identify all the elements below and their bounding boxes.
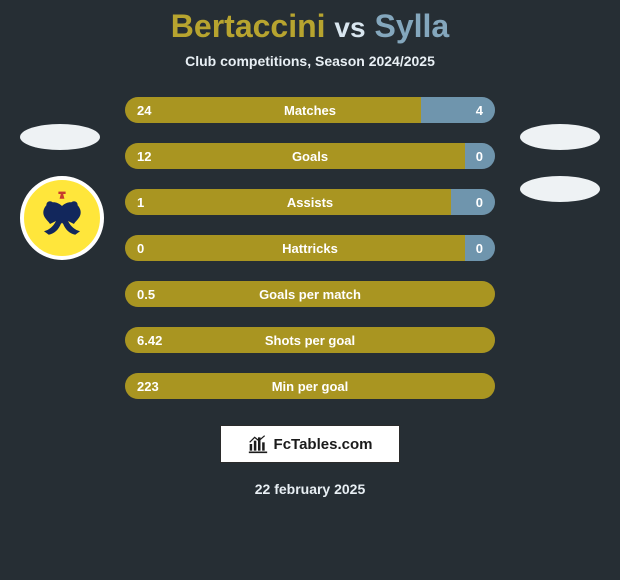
comparison-card: Bertaccini vs Sylla Club competitions, S… (0, 0, 620, 580)
bar-chart-icon (248, 434, 268, 454)
stat-label: Shots per goal (125, 327, 495, 353)
player1-name: Bertaccini (171, 8, 326, 44)
stat-label: Min per goal (125, 373, 495, 399)
stat-row: 0.5Goals per match (125, 281, 495, 307)
player2-name: Sylla (374, 8, 449, 44)
vs-label: vs (334, 12, 365, 43)
stat-row: 10Assists (125, 189, 495, 215)
stat-label: Goals (125, 143, 495, 169)
stat-row: 00Hattricks (125, 235, 495, 261)
stat-row: 244Matches (125, 97, 495, 123)
stat-rows: 244Matches 120Goals 10Assists 00Hattricks 0.… (125, 97, 495, 399)
stat-row: 120Goals (125, 143, 495, 169)
brand-badge: FcTables.com (220, 425, 400, 463)
stat-label: Matches (125, 97, 495, 123)
stat-label: Assists (125, 189, 495, 215)
stat-row: 6.42Shots per goal (125, 327, 495, 353)
oval-icon (20, 124, 100, 150)
crest-icon (20, 176, 104, 260)
player1-logo-placeholder (20, 124, 100, 150)
snapshot-date: 22 february 2025 (0, 481, 620, 497)
stat-label: Goals per match (125, 281, 495, 307)
title: Bertaccini vs Sylla (0, 0, 620, 45)
oval-icon (520, 124, 600, 150)
brand-text: FcTables.com (274, 436, 373, 453)
stat-label: Hattricks (125, 235, 495, 261)
subtitle: Club competitions, Season 2024/2025 (0, 53, 620, 69)
stat-row: 223Min per goal (125, 373, 495, 399)
player2-club-placeholder (520, 176, 600, 202)
oval-icon (520, 176, 600, 202)
player2-logo-placeholder (520, 124, 600, 150)
player1-club-crest (20, 176, 104, 260)
double-eagle-icon (32, 188, 92, 248)
